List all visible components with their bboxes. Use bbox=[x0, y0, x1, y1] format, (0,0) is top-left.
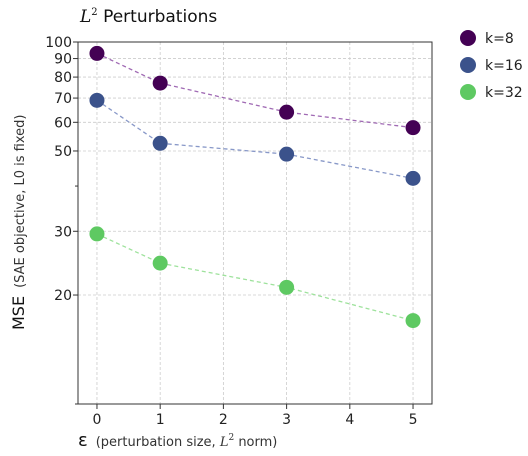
x-tick-label: 0 bbox=[93, 412, 102, 428]
data-points bbox=[89, 45, 421, 329]
legend: k=8 k=16 k=32 bbox=[460, 30, 523, 101]
legend-marker-k=16 bbox=[460, 57, 476, 73]
chart-title-math: L bbox=[79, 7, 91, 27]
data-point-k=8 bbox=[89, 45, 105, 61]
legend-marker-k=8 bbox=[460, 30, 476, 46]
x-tick-label: 2 bbox=[219, 412, 228, 428]
data-point-k=32 bbox=[89, 226, 105, 242]
data-point-k=8 bbox=[152, 75, 168, 91]
x-axis-label: ε (perturbation size, L2 norm) bbox=[78, 430, 277, 451]
data-point-k=8 bbox=[405, 120, 421, 136]
y-tick-label: 60 bbox=[54, 115, 72, 131]
y-axis-label-main: MSE bbox=[9, 296, 28, 330]
chart-title-rest: Perturbations bbox=[98, 7, 218, 27]
x-axis-label-sub-sup: 2 bbox=[228, 433, 234, 443]
y-tick-label: 100 bbox=[45, 35, 72, 51]
legend-marker-k=32 bbox=[460, 84, 476, 100]
y-tick-label: 20 bbox=[54, 288, 72, 304]
y-tick-label: 70 bbox=[54, 91, 72, 107]
data-point-k=32 bbox=[405, 313, 421, 329]
legend-label: k=16 bbox=[485, 58, 523, 74]
data-point-k=16 bbox=[89, 92, 105, 108]
y-tick-label: 50 bbox=[54, 144, 72, 160]
plot-frame bbox=[77, 41, 433, 405]
legend-label: k=8 bbox=[485, 31, 514, 47]
y-tick-label: 90 bbox=[54, 52, 72, 68]
series-line-k=16 bbox=[96, 99, 414, 180]
data-point-k=16 bbox=[279, 146, 295, 162]
grid-lines bbox=[78, 41, 432, 404]
x-axis-label-main: ε bbox=[78, 430, 88, 451]
x-tick-label: 1 bbox=[156, 412, 165, 428]
data-point-k=8 bbox=[279, 104, 295, 120]
x-tick-label: 5 bbox=[409, 412, 418, 428]
series-lines bbox=[96, 52, 414, 322]
svg-text:MSE(SAE objective, L0 is fixed: MSE (SAE objective, L0 is fixed) bbox=[9, 115, 28, 330]
x-axis-label-sub-math: L bbox=[219, 435, 229, 450]
data-point-k=16 bbox=[152, 135, 168, 151]
chart-title: L2 Perturbations bbox=[79, 7, 217, 27]
series-line-k=32 bbox=[96, 233, 414, 322]
x-axis-label-sub-b: norm) bbox=[234, 435, 277, 450]
y-tick-label: 30 bbox=[54, 224, 72, 240]
series-line-k=8 bbox=[96, 52, 414, 129]
x-tick-label: 4 bbox=[345, 412, 354, 428]
y-axis-label: MSE (SAE objective, L0 is fixed) bbox=[9, 115, 28, 330]
legend-label: k=32 bbox=[485, 85, 523, 101]
chart-title-sup: 2 bbox=[91, 7, 97, 18]
data-point-k=16 bbox=[405, 170, 421, 186]
x-tick-label: 3 bbox=[282, 412, 291, 428]
data-point-k=32 bbox=[152, 255, 168, 271]
data-point-k=32 bbox=[279, 279, 295, 295]
x-axis-label-sub-a: (perturbation size, bbox=[96, 435, 220, 450]
y-axis-label-sub: (SAE objective, L0 is fixed) bbox=[13, 115, 28, 288]
y-tick-label: 80 bbox=[54, 70, 72, 86]
